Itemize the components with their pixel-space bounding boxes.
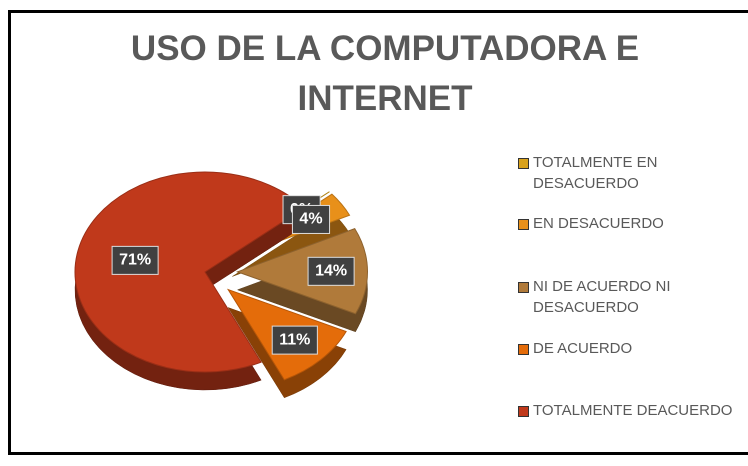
chart-frame — [8, 10, 748, 455]
data-label-box — [271, 325, 318, 355]
data-label-box — [291, 204, 331, 234]
legend-item: NI DE ACUERDO NI DESACUERDO — [518, 276, 748, 318]
legend-item: TOTALMENTE DEACUERDO — [518, 400, 748, 421]
data-label: 14% — [307, 256, 355, 286]
legend-label: TOTALMENTE EN DESACUERDO — [533, 154, 658, 192]
data-label: 11% — [271, 325, 318, 355]
legend-swatch — [518, 282, 529, 293]
data-label-text: 14% — [315, 263, 347, 280]
legend-swatch — [518, 406, 529, 417]
data-label-box — [111, 245, 159, 275]
data-label: 71% — [111, 245, 159, 275]
legend-swatch — [518, 158, 529, 169]
legend-item: TOTALMENTE EN DESACUERDO — [518, 152, 748, 194]
legend-label: NI DE ACUERDO NI DESACUERDO — [533, 278, 671, 316]
data-label-text: 71% — [119, 252, 151, 269]
data-label-text: 4% — [299, 211, 322, 228]
legend-item: EN DESACUERDO — [518, 213, 748, 234]
legend-label: EN DESACUERDO — [533, 215, 664, 232]
data-label-text: 11% — [279, 331, 310, 348]
data-label: 4% — [291, 204, 331, 234]
legend-swatch — [518, 219, 529, 230]
legend-label: TOTALMENTE DEACUERDO — [533, 402, 733, 419]
slice — [236, 228, 368, 315]
legend-item: DE ACUERDO — [518, 338, 748, 359]
slice — [74, 171, 306, 373]
legend-swatch — [518, 344, 529, 355]
chart-title: USO DE LA COMPUTADORA E INTERNET — [130, 29, 640, 118]
data-label-box — [307, 256, 355, 286]
legend-label: DE ACUERDO — [533, 340, 633, 357]
